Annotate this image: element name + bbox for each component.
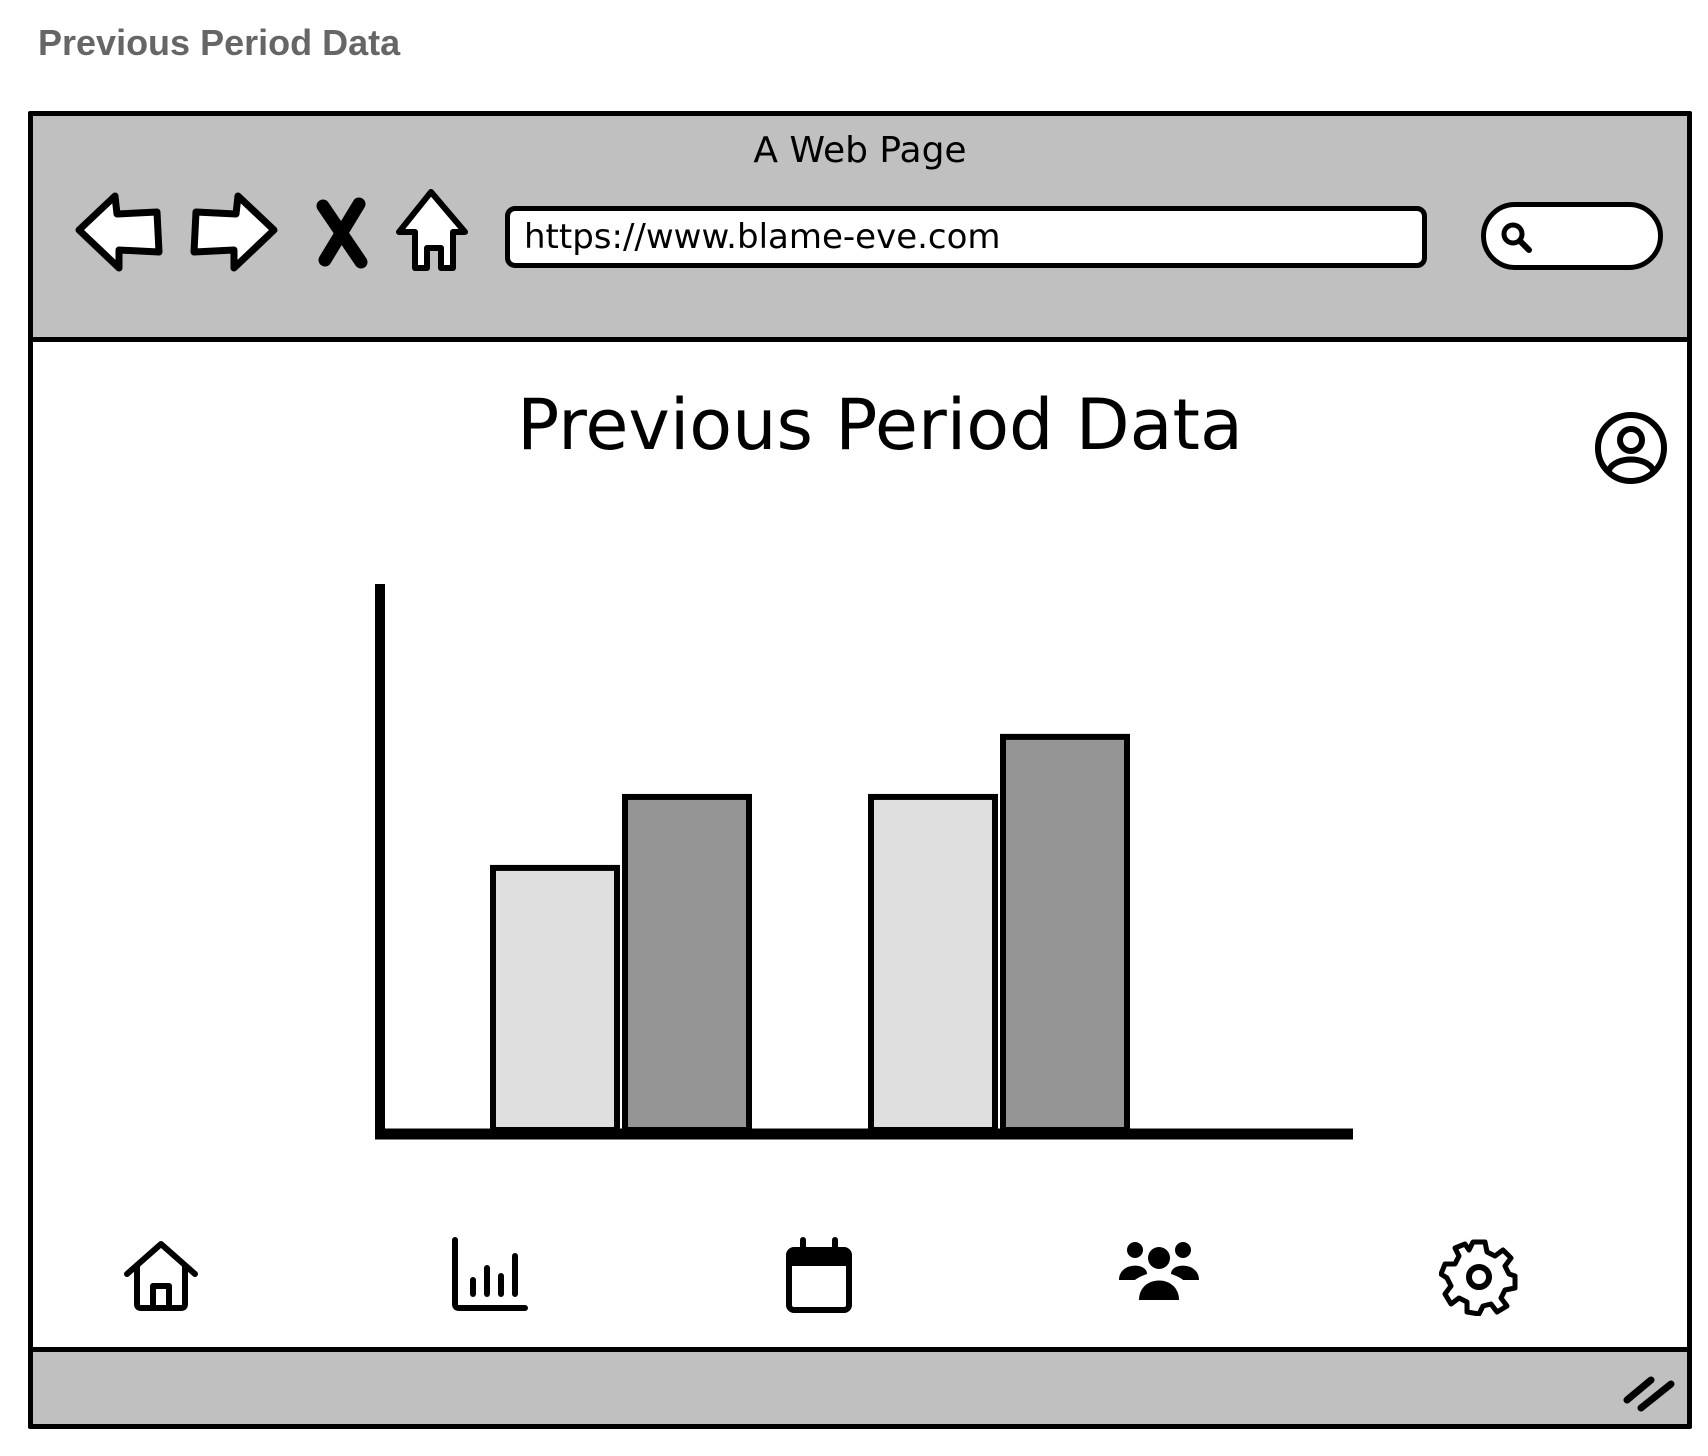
resize-grip-icon[interactable] <box>1621 1370 1677 1414</box>
close-icon <box>316 197 368 269</box>
search-icon <box>1501 222 1532 253</box>
window-title: A Web Page <box>753 130 967 171</box>
page-caption: Previous Period Data <box>38 22 401 63</box>
page-content: Previous Period Data <box>33 342 1687 1352</box>
back-arrow-icon <box>75 192 163 272</box>
gear-icon[interactable] <box>1439 1236 1519 1316</box>
bar-2-1 <box>868 793 998 1133</box>
stop-button[interactable] <box>313 186 373 276</box>
browser-window: A Web Page https://www.blame-eve.com <box>28 111 1692 1429</box>
url-input[interactable]: https://www.blame-eve.com <box>505 206 1427 268</box>
page-title: Previous Period Data <box>517 384 1243 466</box>
forward-button[interactable] <box>188 186 280 276</box>
browser-toolbar: A Web Page https://www.blame-eve.com <box>33 116 1687 342</box>
status-bar <box>33 1347 1687 1424</box>
calendar-icon[interactable] <box>779 1236 859 1316</box>
home-button[interactable] <box>393 186 473 276</box>
bar-1-1 <box>490 864 620 1133</box>
user-circle-icon[interactable] <box>1593 410 1669 486</box>
users-icon[interactable] <box>1117 1236 1201 1312</box>
back-button[interactable] <box>73 186 165 276</box>
bar-chart <box>375 584 1353 1140</box>
home-icon[interactable] <box>121 1236 201 1312</box>
search-input[interactable] <box>1481 202 1663 270</box>
forward-arrow-icon <box>190 192 278 272</box>
bar-1-2 <box>622 793 752 1133</box>
bar-chart-icon[interactable] <box>449 1236 529 1312</box>
home-icon <box>396 189 468 271</box>
bar-2-2 <box>1000 733 1130 1133</box>
